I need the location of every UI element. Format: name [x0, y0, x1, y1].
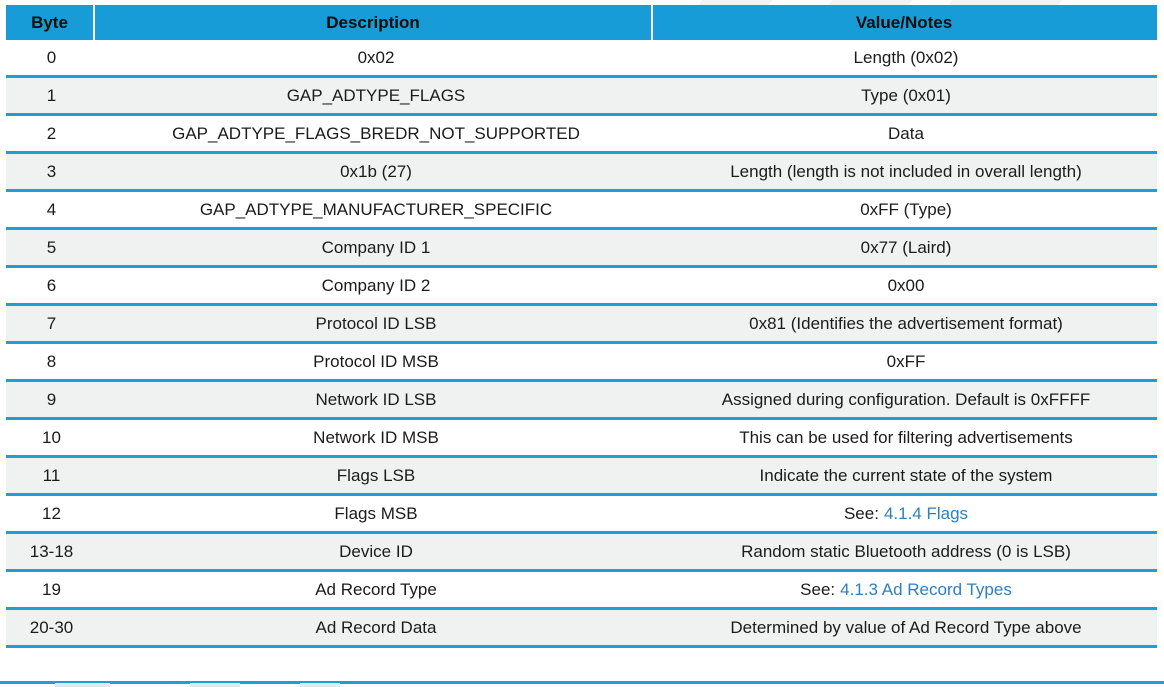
watermark-fragment	[300, 683, 340, 687]
table-row: 5 Company ID 1 0x77 (Laird)	[6, 230, 1157, 268]
column-header-description: Description	[95, 5, 653, 40]
description-cell: GAP_ADTYPE_FLAGS_BREDR_NOT_SUPPORTED	[172, 123, 580, 143]
table-row: 2 GAP_ADTYPE_FLAGS_BREDR_NOT_SUPPORTED Dat…	[6, 116, 1157, 154]
description-cell: Flags MSB	[334, 503, 418, 523]
page-bottom-rule	[0, 681, 1164, 684]
column-header-byte: Byte	[6, 5, 95, 40]
byte-cell: 11	[42, 465, 61, 485]
see-label: See:	[800, 579, 836, 599]
table-row: 10 Network ID MSB This can be used for fil…	[6, 420, 1157, 458]
value-notes-cell: 0xFF (Type)	[860, 199, 952, 219]
value-notes-cell: Indicate the current state of the system	[759, 465, 1053, 485]
table-row: 20-30 Ad Record Data Determined by value o…	[6, 610, 1157, 648]
value-notes-cell: Length (length is not included in overal…	[730, 161, 1082, 181]
see-label: See:	[843, 503, 879, 523]
value-notes-cell: Determined by value of Ad Record Type ab…	[730, 617, 1082, 637]
table-row: 8 Protocol ID MSB 0xFF	[6, 344, 1157, 382]
description-cell: Protocol ID MSB	[313, 351, 439, 371]
cross-reference-link[interactable]: 4.1.3 Ad Record Types	[840, 579, 1012, 599]
table-row: 1 GAP_ADTYPE_FLAGS Type (0x01)	[6, 78, 1157, 116]
table-row: 6 Company ID 2 0x00	[6, 268, 1157, 306]
value-notes-cell: This can be used for filtering advertise…	[739, 427, 1073, 447]
table-row: 13-18 Device ID Random static Bluetooth ad…	[6, 534, 1157, 572]
value-notes-cell: See: 4.1.3 Ad Record Types	[655, 572, 1157, 607]
table-row: 4 GAP_ADTYPE_MANUFACTURER_SPECIFIC 0xFF (T…	[6, 192, 1157, 230]
table-row: 7 Protocol ID LSB 0x81 (Identifies the adv…	[6, 306, 1157, 344]
description-cell: GAP_ADTYPE_FLAGS	[286, 85, 466, 105]
table-row: 3 0x1b (27) Length (length is not included…	[6, 154, 1157, 192]
byte-cell: 3	[46, 161, 57, 181]
value-notes-cell: Data	[888, 123, 924, 143]
description-cell: Ad Record Data	[315, 617, 437, 637]
value-notes-cell: Length (0x02)	[853, 47, 959, 67]
table-row: 9 Network ID LSB Assigned during configura…	[6, 382, 1157, 420]
value-notes-cell: Type (0x01)	[861, 85, 951, 105]
description-cell: Ad Record Type	[315, 579, 437, 599]
byte-cell: 19	[42, 579, 61, 599]
value-notes-cell: 0x81 (Identifies the advertisement forma…	[749, 313, 1063, 333]
table-body: 0 0x02 Length (0x02) 1 GAP_ADTYPE_FLAGS Type …	[6, 40, 1157, 648]
byte-cell: 10	[42, 427, 61, 447]
description-cell: Network ID LSB	[315, 389, 437, 409]
byte-cell: 2	[46, 123, 57, 143]
description-cell: GAP_ADTYPE_MANUFACTURER_SPECIFIC	[199, 199, 553, 219]
value-notes-cell: 0xFF	[886, 351, 926, 371]
cross-reference-link[interactable]: 4.1.4 Flags	[883, 503, 969, 523]
table-row: 19 Ad Record Type See: 4.1.3 Ad Record Type…	[6, 572, 1157, 610]
byte-cell: 0	[46, 47, 57, 67]
byte-cell: 9	[46, 389, 57, 409]
byte-cell: 20-30	[29, 617, 74, 637]
byte-cell: 12	[42, 503, 61, 523]
byte-cell: 6	[46, 275, 57, 295]
value-notes-cell: Random static Bluetooth address (0 is LS…	[741, 541, 1071, 561]
value-notes-cell: 0x00	[887, 275, 925, 295]
table-header-row: Byte Description Value/Notes	[6, 5, 1157, 40]
description-cell: Network ID MSB	[313, 427, 439, 447]
value-notes-cell: See: 4.1.4 Flags	[655, 496, 1157, 531]
description-cell: 0x02	[357, 47, 395, 67]
byte-cell: 13-18	[29, 541, 74, 561]
byte-cell: 1	[46, 85, 57, 105]
description-cell: Company ID 1	[321, 237, 431, 257]
table-row: 11 Flags LSB Indicate the current state of…	[6, 458, 1157, 496]
description-cell: Protocol ID LSB	[315, 313, 437, 333]
value-notes-cell: Assigned during configuration. Default i…	[721, 389, 1091, 409]
description-cell: Company ID 2	[321, 275, 431, 295]
byte-cell: 5	[46, 237, 57, 257]
table-row: 12 Flags MSB See: 4.1.4 Flags	[6, 496, 1157, 534]
advertisement-format-table: Byte Description Value/Notes 0 0x02 Length…	[6, 5, 1157, 648]
value-notes-cell: 0x77 (Laird)	[860, 237, 952, 257]
byte-cell: 8	[46, 351, 57, 371]
watermark-fragment	[190, 683, 240, 687]
column-header-value-notes: Value/Notes	[855, 12, 953, 32]
byte-cell: 7	[46, 313, 57, 333]
description-cell: 0x1b (27)	[340, 161, 412, 181]
byte-cell: 4	[46, 199, 57, 219]
watermark-fragment	[55, 683, 110, 687]
table-row: 0 0x02 Length (0x02)	[6, 40, 1157, 78]
description-cell: Device ID	[339, 541, 413, 561]
description-cell: Flags LSB	[336, 465, 416, 485]
